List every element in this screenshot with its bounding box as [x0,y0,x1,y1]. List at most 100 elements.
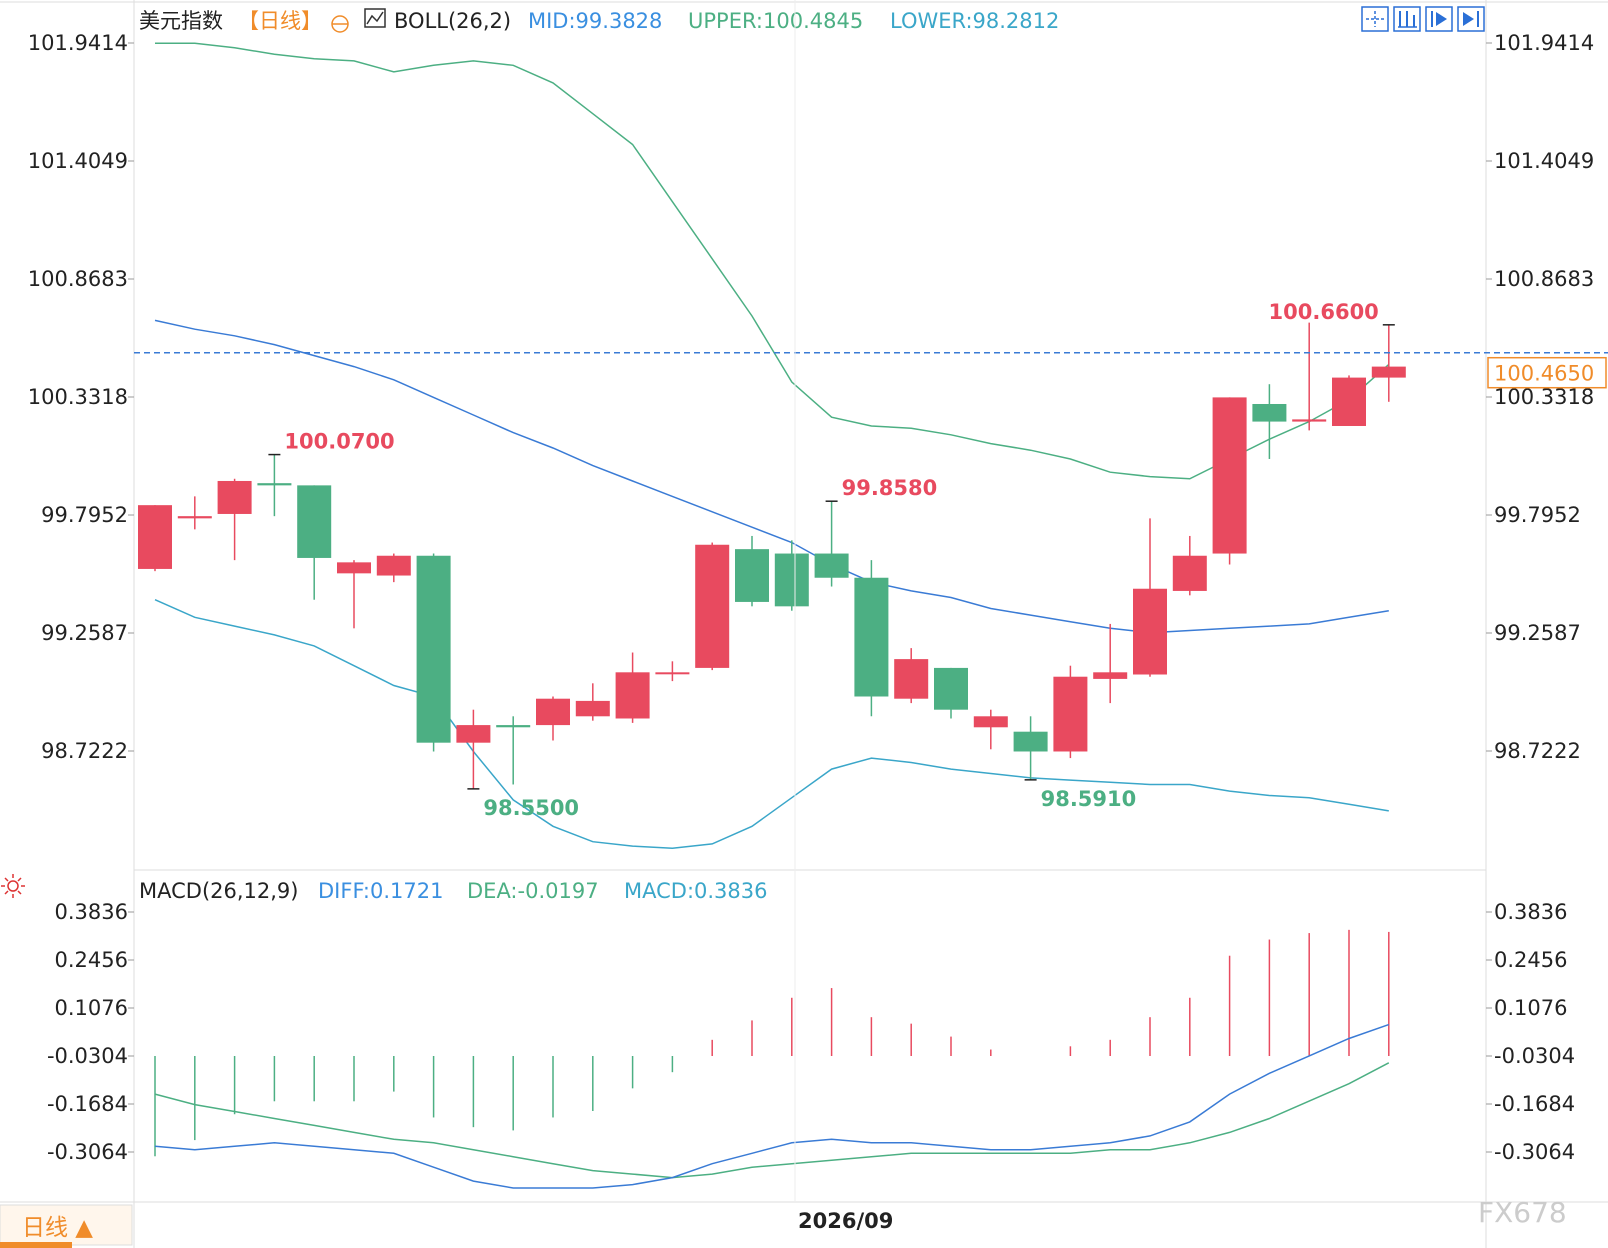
y-tick-label-left: 98.7222 [41,739,128,763]
macd-settings-icon[interactable] [1,874,25,898]
period-tag[interactable]: 【日线】 [238,9,322,33]
candle [934,667,968,719]
y-tick-label-right: 100.8683 [1494,267,1594,291]
candle-body [1013,731,1048,752]
instrument-title: 美元指数 [139,9,223,33]
boll-upper-line [155,42,1390,480]
candle [177,496,212,530]
candle-body [655,672,690,675]
candle [1252,384,1287,459]
candles [138,322,1406,789]
candle [1332,375,1366,426]
boll-lower-line [154,599,1389,850]
annotation-label: 98.5500 [483,796,579,820]
candle-body [1332,377,1366,426]
y-tick-label-right: 99.2587 [1494,621,1581,645]
boll-upper-value: UPPER:100.4845 [688,9,863,33]
candle-body [973,716,1008,728]
candle-body [1053,676,1088,752]
macd-diff-value: DIFF:0.1721 [318,879,443,903]
price-axis-left: 101.9414 101.4049 100.8683 100.3318 99.7952 9… [28,31,134,763]
boll-indicator-name: BOLL(26,2) [394,9,511,33]
jump-end-icon[interactable] [1457,6,1485,32]
candle [774,540,809,611]
annotation-label: 100.6600 [1269,300,1379,324]
candle [695,542,730,671]
candle-body [735,549,769,602]
macd-value: MACD:0.3836 [624,879,768,903]
macd-tick-label-right: 0.2456 [1494,948,1567,972]
candle [496,716,531,785]
annotation-label: 99.8580 [842,476,938,500]
macd-tick-label-right: 0.3836 [1494,900,1567,924]
boll-legend: 美元指数 【日线】 BOLL(26,2) MID:99.3828 UPPER:1… [139,8,1059,33]
macd-axis-left: 0.3836 0.2456 0.1076 -0.0304 -0.1684 -0.3064 [47,900,134,1164]
candle-body [1093,672,1128,679]
candle [217,478,252,561]
candle-body [496,725,531,728]
current-price-tag [1487,356,1607,389]
candle [973,709,1008,750]
y-tick-label-right: 98.7222 [1494,739,1581,763]
candle-body [1252,403,1287,422]
candle [1371,324,1406,402]
y-tick-label-left: 99.7952 [41,503,128,527]
boll-mid-line [154,319,1389,634]
annotation-label: 100.0700 [284,430,394,454]
period-button[interactable]: 日线 ▲ [0,1204,133,1248]
candle-body [337,562,371,574]
candle [376,553,411,583]
current-price-line: 100.4650 [134,351,1608,389]
macd-bars [154,929,1390,1157]
candle-body [814,553,849,578]
macd-dea-value: DEA:-0.0197 [467,879,599,903]
macd-tick-label-left: 0.1076 [55,996,128,1020]
candle [456,709,491,789]
macd-lines [154,1023,1390,1189]
candle [337,560,371,629]
price-annotations: 100.0700 98.5500 99.8580 98.5910 100.6600 [268,300,1395,820]
y-tick-label-right: 99.7952 [1494,503,1581,527]
candle-body [575,700,610,717]
chart-toolbar [1361,6,1485,32]
candle [1133,518,1167,677]
macd-diff-line [154,1023,1390,1189]
candle [1292,322,1327,431]
period-settings-icon[interactable] [331,15,349,33]
candle-body [138,505,172,569]
candle [655,661,690,682]
candle-body [1172,555,1207,591]
candle [1212,397,1247,565]
y-tick-label-right: 100.3318 [1494,385,1594,409]
candle [894,648,929,704]
period-button-label: 日线 ▲ [22,1215,93,1241]
boll-mid-value: MID:99.3828 [528,9,662,33]
crosshair-icon[interactable] [1361,6,1389,32]
zoom-icon[interactable] [1425,6,1453,32]
macd-tick-label-right: -0.3064 [1494,1140,1575,1164]
candle [735,535,769,607]
candle-body [1212,397,1247,554]
candle [615,652,650,723]
macd-tick-label-right: 0.1076 [1494,996,1567,1020]
candle-body [376,555,411,576]
boll-lower-value: LOWER:98.2812 [890,9,1059,33]
macd-tick-label-right: -0.0304 [1494,1044,1575,1068]
candle-body [894,659,929,699]
indicator-chart-icon[interactable] [364,8,386,28]
macd-tick-label-left: -0.3064 [47,1140,128,1164]
candle [1013,716,1048,781]
candle-body [297,485,332,558]
candle-body [695,544,730,668]
candle-body [177,516,212,519]
candle-body [1292,419,1327,422]
candle [1053,665,1088,759]
candle-body [217,480,252,514]
candle [1172,535,1207,596]
price-axis-right: 101.9414 101.4049 100.8683 100.3318 99.7952 9… [1486,31,1594,763]
candle-body [1371,366,1406,378]
candle-style-icon[interactable] [1393,6,1421,32]
